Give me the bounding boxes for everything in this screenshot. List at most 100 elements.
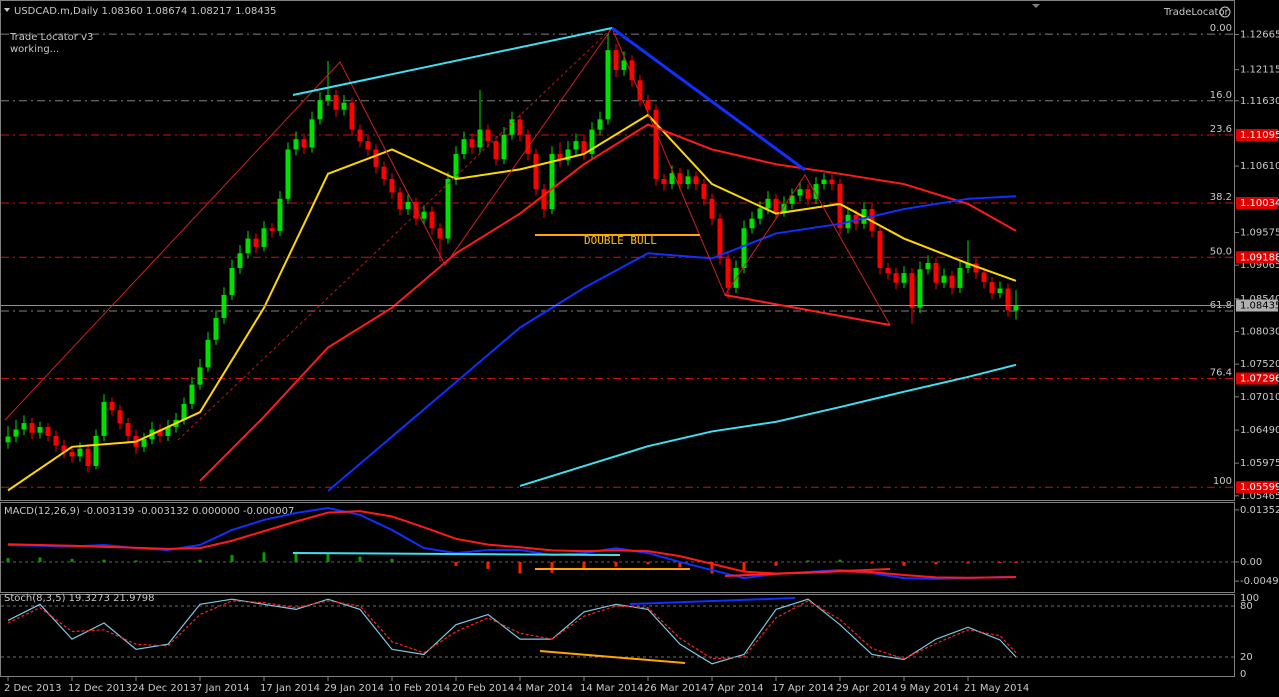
candle-body (765, 198, 771, 209)
candle-body (677, 173, 683, 185)
histogram-bar (358, 556, 362, 562)
menu-arrow[interactable] (4, 8, 10, 12)
candle-body (829, 179, 835, 185)
trend-line (724, 294, 891, 326)
candle-body (653, 109, 659, 179)
y-tick-label: 80 (1240, 601, 1253, 612)
candle-body (645, 100, 651, 110)
histogram-bar (774, 561, 778, 566)
chart-header: USDCAD.m,Daily 1.08360 1.08674 1.08217 1… (14, 6, 276, 17)
macd-line (7, 510, 1017, 579)
candle-body (917, 269, 923, 308)
candle-body (317, 100, 323, 120)
y-tick-label: 1.07520 (1240, 359, 1279, 370)
y-tick-label: 1.12665 (1240, 29, 1279, 40)
candle-body (357, 129, 363, 142)
y-tick-label: 1.06490 (1240, 425, 1279, 436)
badge: TradeLocator (1163, 7, 1230, 18)
candle-body (85, 448, 91, 467)
candle-body (229, 268, 235, 295)
candle-body (509, 119, 515, 135)
candle-body (293, 139, 299, 150)
candle-body (789, 195, 795, 204)
candle-body (661, 178, 667, 185)
candle-body (341, 102, 347, 110)
histogram-bar (678, 561, 682, 568)
candle-body (781, 203, 787, 212)
fib-label: 50.0 (1210, 246, 1232, 257)
frame (0, 0, 1235, 677)
y-tick-label: 1.12115 (1240, 65, 1279, 76)
moving-average (199, 123, 1017, 482)
y-tick-label: 100 (1240, 593, 1259, 604)
candle-body (349, 102, 355, 130)
candle-body (565, 149, 571, 161)
plot-layer: 1.12665 1.12115 1.11630 1.10610 1.09575 1.090… (1, 23, 1279, 694)
candle-body (485, 129, 491, 142)
histogram-bar (646, 561, 650, 565)
fib-label: 76.4 (1210, 367, 1232, 378)
indicator-status: working... (10, 44, 59, 55)
trend-line (611, 26, 806, 172)
y-tick-label: 1.11630 (1240, 96, 1279, 107)
histogram-bar (230, 555, 234, 562)
fib-label: 38.2 (1210, 192, 1232, 203)
histogram-bar (134, 560, 138, 562)
x-tick-label: 21 May 2014 (964, 683, 1029, 694)
fib-label: 0.00 (1210, 23, 1232, 34)
divergence-line (539, 650, 686, 664)
y-tick-label: 1.05975 (1240, 458, 1279, 469)
candle-body (525, 134, 531, 154)
candle-body (461, 139, 467, 154)
histogram-bar (1014, 561, 1018, 563)
level-box (1236, 129, 1278, 142)
candle-body (981, 272, 987, 283)
candle-body (501, 134, 507, 160)
panel-title: MACD(12,26,9) -0.003139 -0.003132 0.0000… (4, 506, 294, 517)
candle-body (13, 429, 19, 437)
candle-body (837, 184, 843, 229)
level-label: 1.07296 (1240, 373, 1279, 384)
level-box (1236, 481, 1278, 494)
current-price-label: 1.08435 (1240, 301, 1279, 312)
candle-body (757, 208, 763, 219)
y-tick-label: 0.013523 (1240, 505, 1279, 516)
candle-body (197, 367, 203, 385)
divergence-line (724, 568, 891, 577)
x-tick-label: 7 Jan 2014 (196, 683, 250, 694)
candle-body (477, 129, 483, 148)
candle-body (925, 262, 931, 270)
candle-body (533, 153, 539, 190)
candle-body (597, 119, 603, 130)
y-tick-label: 0.00 (1240, 557, 1262, 568)
candle-body (253, 238, 259, 247)
y-tick-label: 0 (1240, 669, 1246, 680)
candle-body (45, 426, 51, 436)
candle-body (69, 451, 75, 457)
candle-body (277, 198, 283, 231)
candle-body (909, 273, 915, 308)
candle-body (5, 436, 11, 443)
main-panel (0, 0, 1235, 501)
candle-body (741, 228, 747, 269)
candle-body (77, 448, 83, 457)
candle-body (669, 173, 675, 185)
histogram-bar (550, 561, 554, 573)
x-tick-label: 4 Mar 2014 (516, 683, 573, 694)
candle-body (1013, 305, 1019, 311)
candle-body (869, 209, 875, 231)
moving-average (7, 113, 1017, 492)
badge-icon[interactable] (1219, 6, 1231, 18)
candle-body (365, 141, 371, 150)
candle-body (749, 218, 755, 229)
histogram-bar (486, 561, 490, 569)
x-tick-label: 29 Jan 2014 (324, 683, 384, 694)
candle-body (965, 263, 971, 269)
candle-body (893, 273, 899, 283)
histogram-bar (582, 561, 586, 570)
candle-body (701, 184, 707, 199)
candle-body (157, 429, 163, 436)
x-tick-label: 7 Apr 2014 (708, 683, 763, 694)
